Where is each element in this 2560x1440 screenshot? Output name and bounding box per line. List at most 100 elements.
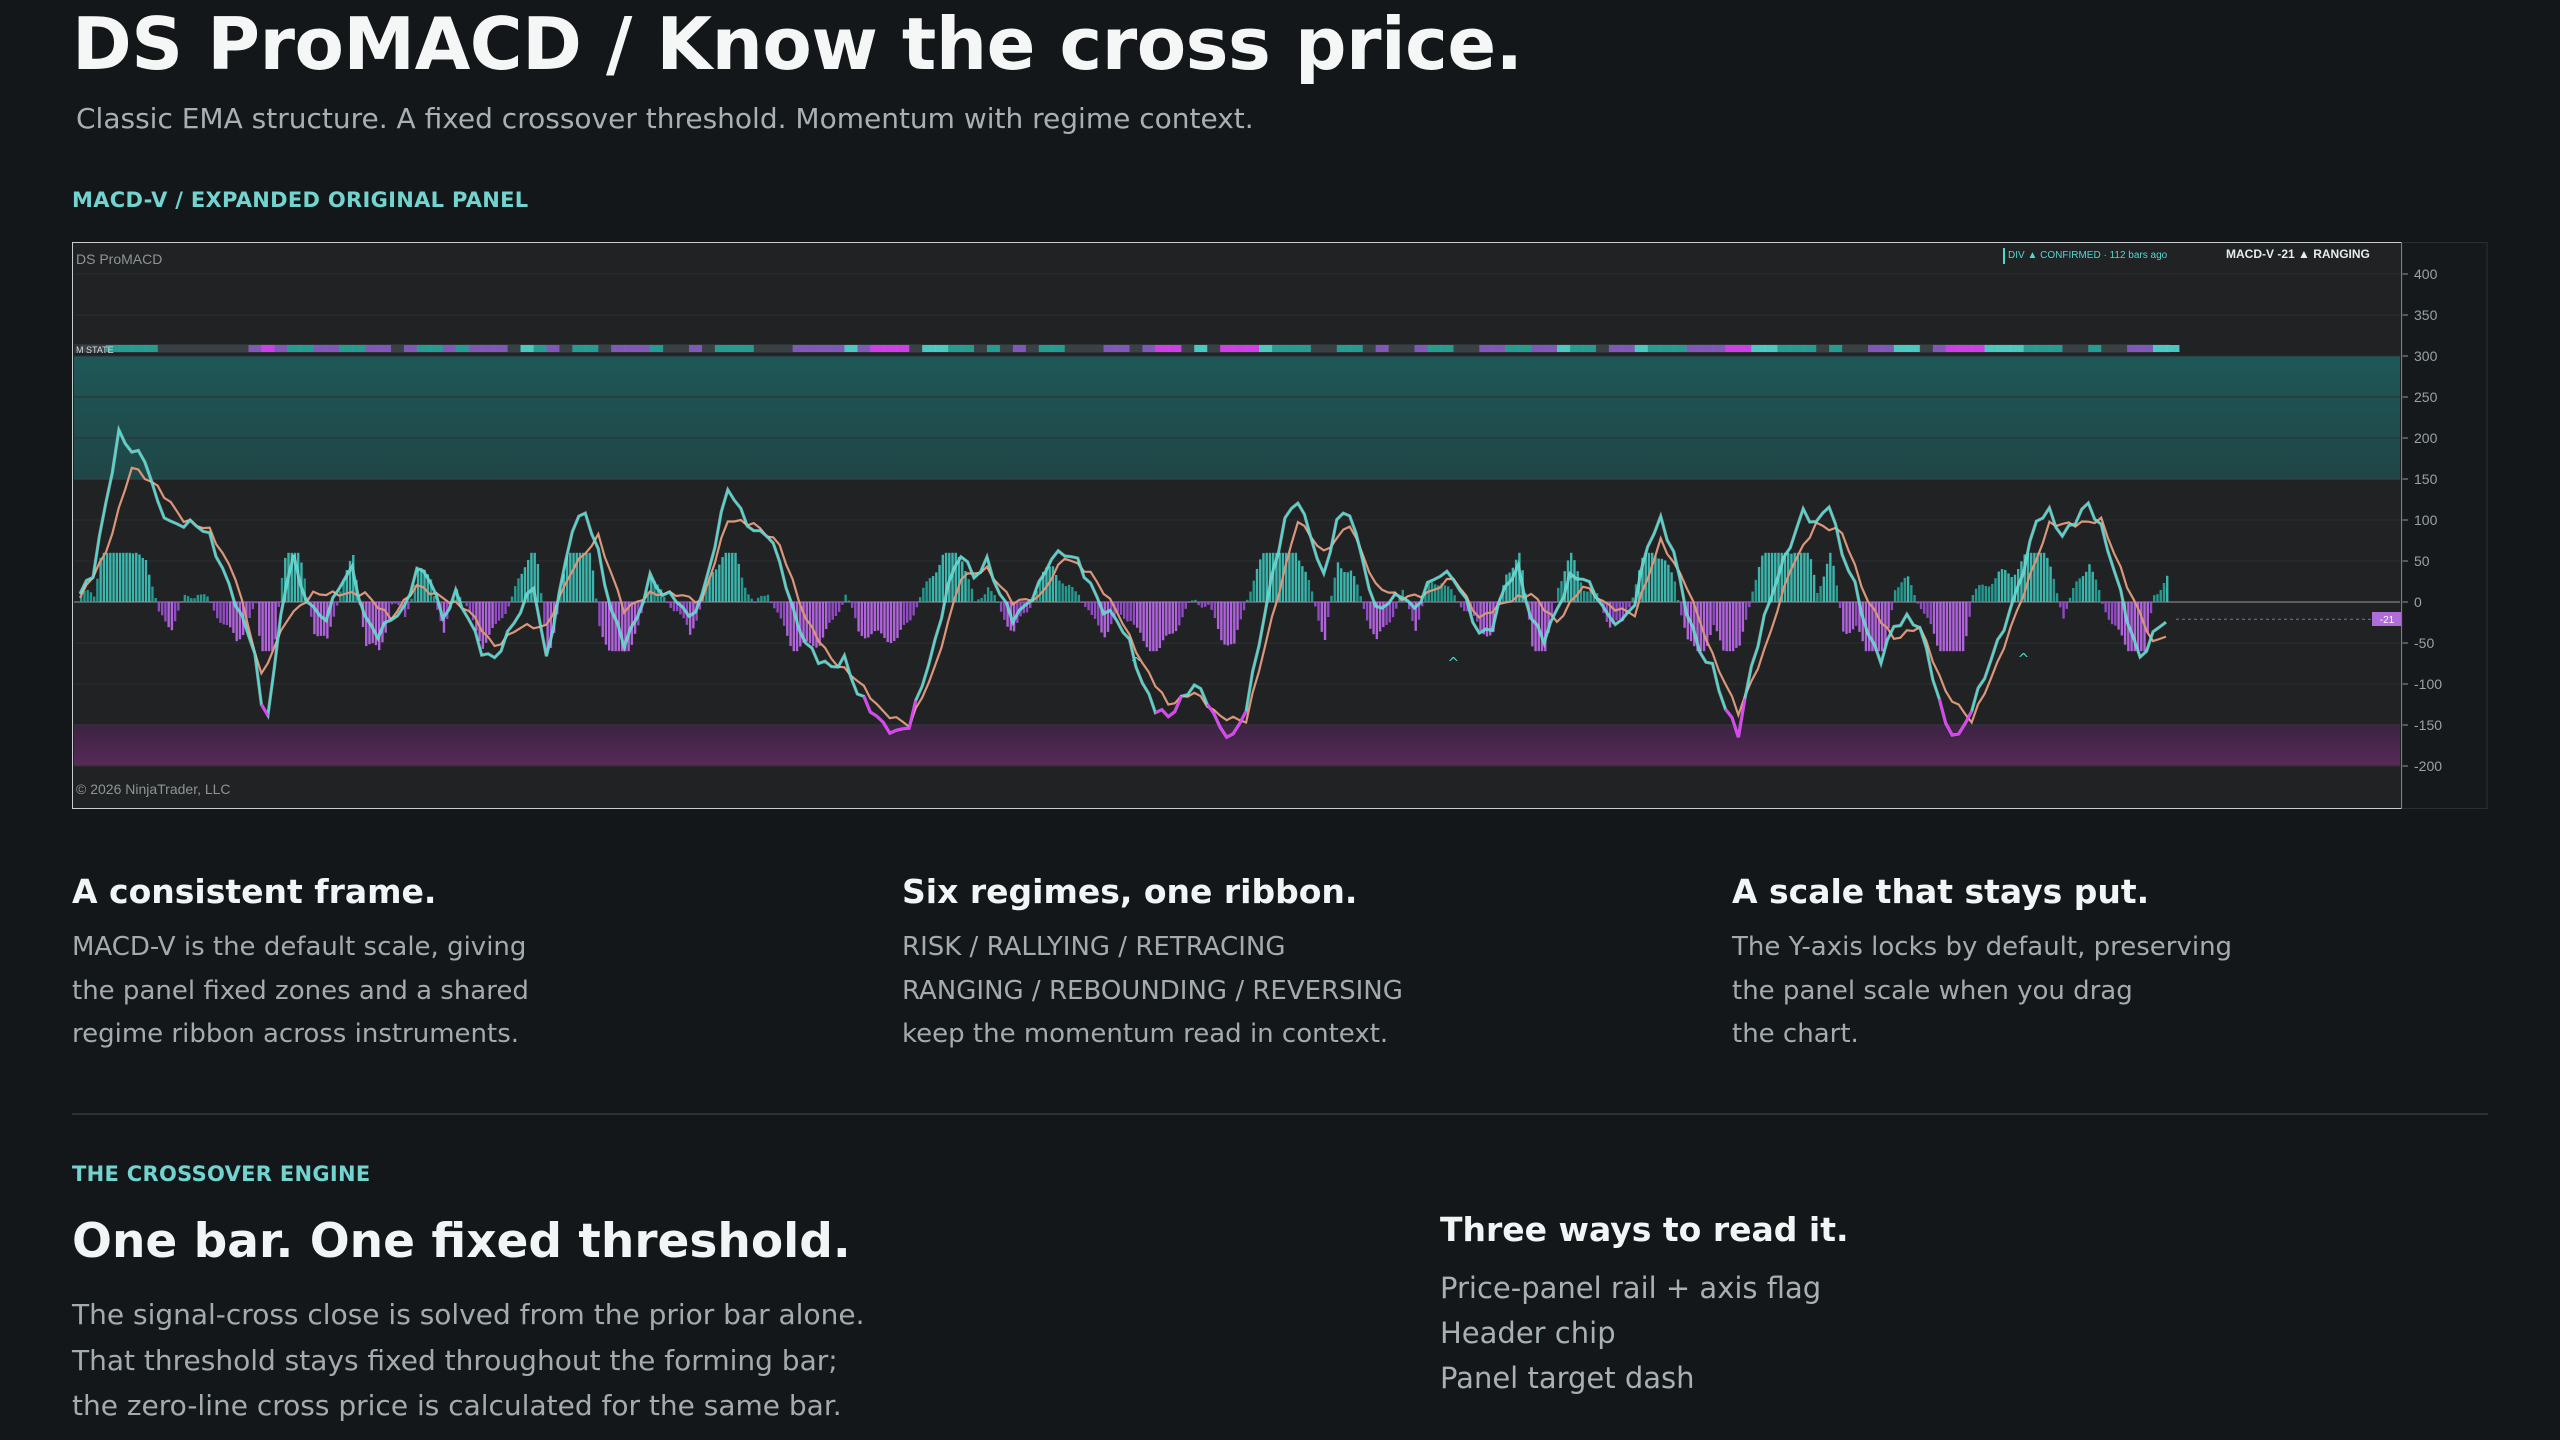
histogram-bar <box>274 602 277 640</box>
ribbon-segment <box>1557 345 1571 352</box>
ribbon-segment <box>365 345 379 352</box>
histogram-bar <box>1006 602 1009 627</box>
histogram-bar <box>951 552 954 602</box>
histogram-bar <box>1123 602 1126 619</box>
histogram-bar <box>1547 602 1550 633</box>
ribbon-segment <box>1855 345 1869 352</box>
histogram-bar <box>760 595 763 602</box>
histogram-bar <box>1485 602 1489 637</box>
ribbon-segment <box>935 345 949 352</box>
histogram-bar <box>1984 586 1988 602</box>
histogram-bar <box>831 602 834 620</box>
histogram-bar <box>821 602 825 638</box>
histogram-bar <box>2004 569 2007 602</box>
histogram-bar <box>1945 602 1949 652</box>
ribbon-segment <box>378 345 392 352</box>
histogram-bar <box>1929 602 1932 625</box>
histogram-bar <box>873 602 876 632</box>
histogram-bar <box>1262 553 1265 602</box>
histogram-bar <box>825 602 828 630</box>
histogram-bar <box>332 602 336 617</box>
engine-kicker: THE CROSSOVER ENGINE <box>72 1162 371 1186</box>
histogram-bar <box>834 602 838 617</box>
histogram-bar <box>1822 576 1826 602</box>
histogram-bar <box>1612 602 1615 625</box>
ribbon-segment <box>80 345 94 352</box>
histogram-bar <box>1239 602 1243 620</box>
histogram-bar <box>1453 595 1456 602</box>
histogram-bar <box>1958 602 1962 652</box>
histogram-bar <box>1226 602 1230 646</box>
ribbon-segment <box>274 345 288 352</box>
ribbon-segment <box>844 345 858 352</box>
ribbon-segment <box>559 345 573 352</box>
ribbon-segment <box>831 345 845 352</box>
engine-title: One bar. One fixed threshold. <box>72 1214 851 1269</box>
macd-chart-panel[interactable]: ^ ^ ^ 400 350 300 250 200 150 100 50 0 -50 -100 -150 -… <box>72 242 2488 810</box>
histogram-bar <box>672 602 676 612</box>
histogram-bar <box>2007 573 2010 602</box>
ribbon-segment <box>1764 345 1778 352</box>
histogram-bar <box>1139 602 1142 633</box>
histogram-bar <box>705 585 708 602</box>
ribbon-segment <box>572 345 586 352</box>
histogram-bar <box>2078 578 2081 602</box>
histogram-bar <box>1712 602 1715 626</box>
histogram-bar <box>595 598 598 602</box>
histogram-bar <box>928 578 932 602</box>
plot-background <box>72 242 2402 809</box>
ribbon-segment <box>2153 345 2167 352</box>
ribbon-segment <box>416 345 431 352</box>
histogram-bar <box>915 602 919 608</box>
histogram-bar <box>497 602 501 621</box>
y-tick-label: 250 <box>2414 389 2438 405</box>
histogram-bar <box>1939 602 1942 652</box>
ribbon-segment <box>1906 345 1921 352</box>
histogram-bar <box>1191 600 1194 602</box>
histogram-bar <box>633 602 637 634</box>
histogram-bar <box>2062 602 2065 619</box>
histogram-bar <box>303 578 306 602</box>
ribbon-segment <box>676 345 690 352</box>
histogram-bar <box>974 601 977 603</box>
histogram-bar <box>883 602 886 638</box>
ribbon-segment <box>1388 345 1403 352</box>
ribbon-segment <box>1323 345 1338 352</box>
histogram-bar <box>961 561 964 602</box>
histogram-bar <box>2023 554 2026 602</box>
histogram-bar <box>1932 602 1936 634</box>
ribbon-segment <box>1414 345 1428 352</box>
histogram-bar <box>1540 602 1544 652</box>
histogram-bar <box>1735 602 1738 648</box>
histogram-bar <box>1654 555 1657 602</box>
histogram-bar <box>1628 602 1631 608</box>
histogram-bar <box>397 602 400 606</box>
histogram-bar <box>867 602 870 638</box>
histogram-bar <box>980 597 983 602</box>
ribbon-segment <box>611 345 625 352</box>
page-title: DS ProMACD / Know the cross price. <box>72 2 1523 86</box>
histogram-bar <box>2042 552 2046 602</box>
histogram-bar <box>786 602 789 636</box>
histogram-bar <box>698 602 702 610</box>
histogram-bar <box>1210 602 1213 610</box>
histogram-bar <box>429 579 433 602</box>
histogram-bar <box>1906 576 1910 602</box>
histogram-bar <box>1194 599 1197 602</box>
histogram-bar <box>251 602 255 610</box>
histogram-bar <box>1673 581 1677 602</box>
histogram-bar <box>112 552 115 602</box>
histogram-bar <box>1770 552 1774 602</box>
histogram-bar <box>157 602 161 612</box>
three-ways-list: Price-panel rail + axis flag Header chip… <box>1440 1266 1821 1401</box>
histogram-bar <box>779 602 783 619</box>
ribbon-segment <box>1868 345 1882 352</box>
ribbon-segment <box>585 345 599 352</box>
histogram-bar <box>1968 602 1971 617</box>
histogram-bar <box>1725 602 1728 652</box>
histogram-bar <box>1848 602 1851 633</box>
ribbon-segment <box>1233 345 1247 352</box>
histogram-bar <box>527 559 530 602</box>
histogram-bar <box>131 553 135 602</box>
histogram-bar <box>1003 602 1006 620</box>
